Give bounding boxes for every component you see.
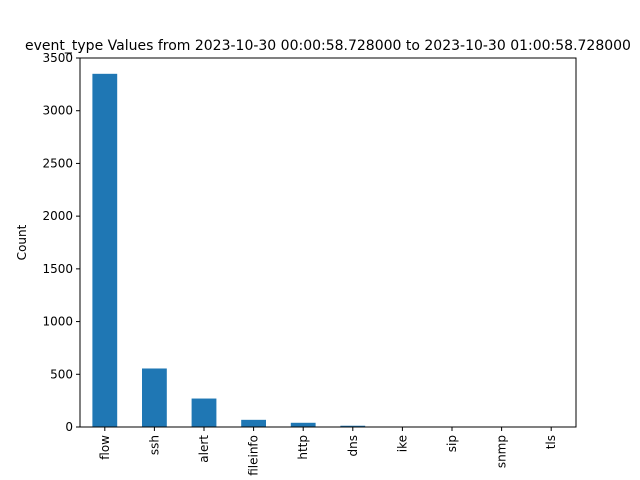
bar-ssh — [142, 368, 167, 427]
x-tick-label-tls: tls — [544, 435, 558, 449]
bar-dns — [340, 425, 366, 427]
y-tick-label-2500: 2500 — [42, 156, 73, 170]
x-tick-label-flow: flow — [98, 435, 112, 460]
plot-frame — [79, 57, 577, 428]
y-tick-label-1500: 1500 — [42, 262, 73, 276]
x-tick-label-ike: ike — [395, 435, 409, 452]
bar-http — [290, 422, 316, 427]
bar-flow — [92, 73, 118, 428]
y-tick-label-500: 500 — [50, 367, 73, 381]
x-tick-label-snmp: snmp — [495, 435, 509, 468]
y-tick-label-3000: 3000 — [42, 104, 73, 118]
x-axis: flow ssh alert fileinfo http dns ike sip snmp tls — [98, 427, 558, 476]
bars-group — [92, 73, 564, 428]
y-axis-label: Count — [15, 224, 29, 260]
x-tick-label-dns: dns — [346, 435, 360, 456]
y-tick-label-1000: 1000 — [42, 315, 73, 329]
x-tick-label-fileinfo: fileinfo — [247, 435, 261, 476]
x-tick-label-alert: alert — [197, 435, 211, 463]
x-tick-label-ssh: ssh — [147, 435, 161, 455]
y-axis: 0 500 1000 1500 2000 2500 3000 3500 — [42, 51, 80, 434]
bar-fileinfo — [241, 419, 266, 427]
y-tick-label-0: 0 — [65, 420, 73, 434]
x-tick-label-sip: sip — [445, 435, 459, 452]
chart-title: event_type Values from 2023-10-30 00:00:… — [25, 38, 631, 54]
bar-alert — [191, 398, 217, 427]
y-tick-label-2000: 2000 — [42, 209, 73, 223]
x-tick-label-http: http — [296, 435, 310, 460]
y-tick-label-3500: 3500 — [42, 51, 73, 65]
